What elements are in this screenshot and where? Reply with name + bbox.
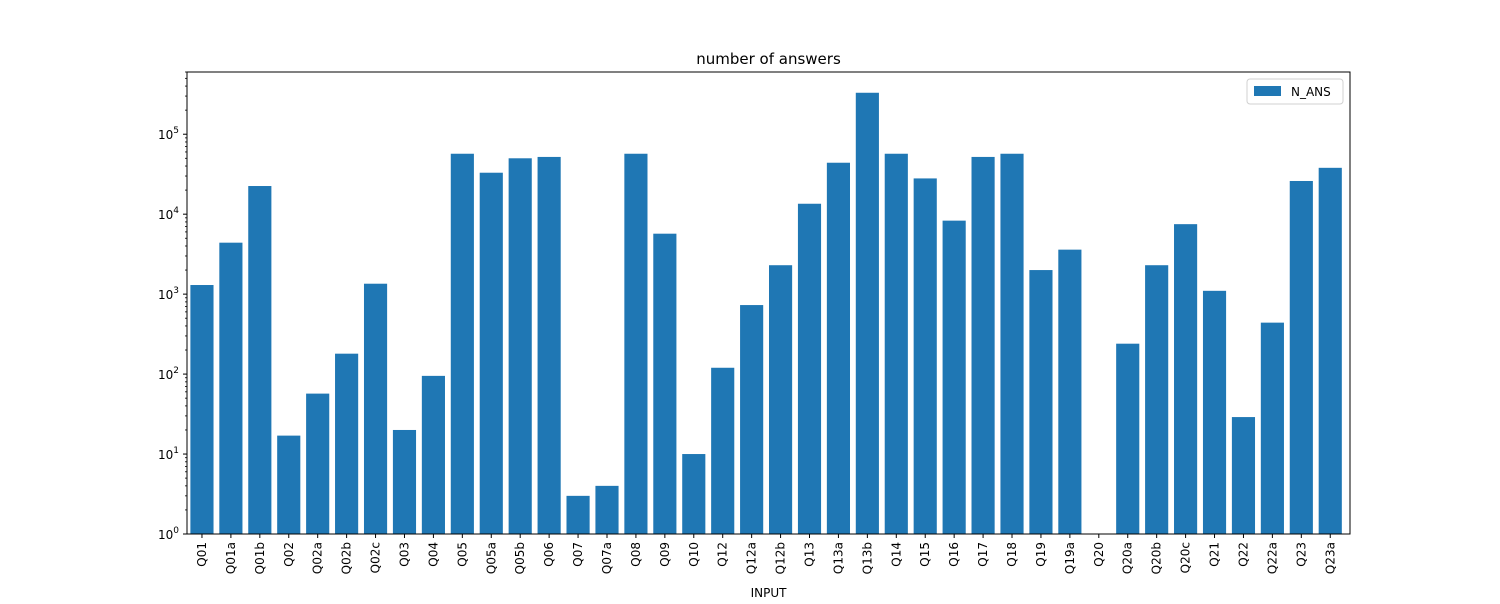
y-tick-label: 100 [158,526,179,542]
x-tick-label: Q21 [1208,542,1222,567]
y-tick-label: 105 [158,126,179,142]
bar-q01 [190,285,214,534]
x-tick-label: Q05 [455,542,469,567]
bar-q10 [682,454,706,534]
bar-q19 [1029,270,1053,534]
bar-q20c [1174,224,1198,534]
bar-q13a [826,162,850,535]
x-tick-label: Q20b [1150,542,1164,574]
bar-q20a [1116,343,1140,534]
bar-q04 [421,375,445,534]
x-tick-label: Q12 [716,542,730,567]
bar-q13 [797,203,822,534]
bar-q03 [392,429,417,534]
x-tick-label: Q02b [340,542,354,574]
x-tick-label: Q12b [774,542,788,574]
x-tick-label: Q02 [282,542,296,567]
x-tick-label: Q03 [397,542,411,567]
bar-q08 [624,153,648,535]
bar-q05a [479,172,503,534]
bar-q19a [1058,249,1082,534]
bar-q02b [335,353,359,534]
legend-frame [1246,78,1344,105]
x-tick-label: Q06 [542,542,556,567]
bars-group [190,92,1342,535]
x-tick-label: Q10 [687,542,701,567]
y-tick-label: 102 [158,366,179,382]
y-tick-label: 103 [158,286,179,302]
x-tick-label: Q09 [658,542,672,567]
x-tick-label: Q13b [860,542,874,574]
x-tick-label: Q15 [918,542,932,567]
x-tick-label: Q01 [195,542,209,567]
bar-q17 [971,156,995,534]
x-tick-label: Q01a [224,542,238,574]
x-tick-label: Q20c [1179,542,1193,573]
bar-q23 [1289,180,1313,535]
bar-q12b [769,265,793,534]
legend-label: N_ANS [1291,85,1331,99]
bar-q22 [1231,417,1256,534]
x-tick-label: Q12a [745,542,759,574]
bar-q23a [1318,167,1342,534]
x-tick-label: Q23 [1294,542,1308,567]
x-tick-label: Q16 [947,542,961,567]
bar-q02 [277,435,301,534]
x-tick-label: Q17 [976,542,990,567]
y-tick-label: 101 [158,446,179,462]
x-tick-label: Q08 [629,542,643,567]
plot-frame [186,71,1351,535]
x-tick-label: Q07a [600,542,614,574]
chart-title: number of answers [696,50,841,68]
x-tick-label: Q13 [803,542,817,567]
bar-q12a [740,305,764,534]
bar-q06 [537,156,561,534]
y-tick-label: 104 [158,206,179,222]
x-tick-label: Q22a [1265,542,1279,574]
bar-q01a [219,242,243,534]
x-tick-label: Q23a [1323,542,1337,574]
x-tick-label: Q20a [1121,542,1135,574]
bar-q05b [508,158,532,535]
legend: N_ANS [1246,78,1344,105]
bar-q13b [855,92,879,534]
bar-q16 [942,220,966,534]
x-tick-label: Q05b [513,542,527,574]
x-tick-label: Q19a [1063,542,1077,574]
bar-q22a [1260,322,1284,534]
bar-q09 [653,233,677,534]
bar-q14 [884,153,908,535]
legend-swatch [1254,86,1281,96]
x-axis: Q01 Q01a Q01b Q02 Q02a Q02b Q02c Q03 Q04 Q05 Q05a Q… [195,534,1337,574]
bar-q18 [1000,153,1024,535]
bar-q07a [595,485,619,534]
bar-q01b [248,186,272,534]
x-tick-label: Q14 [889,542,903,567]
bar-q02c [363,283,388,534]
x-tick-label: Q04 [426,542,440,567]
x-tick-label: Q02c [369,542,383,573]
bar-q05 [450,153,474,535]
y-axis: 100 101 102 103 104 105 [158,71,187,542]
x-tick-label: Q13a [831,542,845,574]
bar-q12 [711,367,735,534]
x-tick-label: Q19 [1034,542,1048,567]
bar-q02a [306,393,330,534]
x-tick-label: Q05a [484,542,498,574]
x-axis-label: INPUT [751,586,788,600]
x-tick-label: Q01b [253,542,267,574]
bar-q20b [1145,265,1169,534]
x-tick-label: Q07 [571,542,585,567]
bar-q15 [913,178,937,535]
bar-q07 [566,495,590,534]
x-tick-label: Q20 [1092,542,1106,567]
bar-q21 [1202,290,1227,534]
x-tick-label: Q22 [1236,542,1250,567]
x-tick-label: Q02a [311,542,325,574]
x-tick-label: Q18 [1005,542,1019,567]
